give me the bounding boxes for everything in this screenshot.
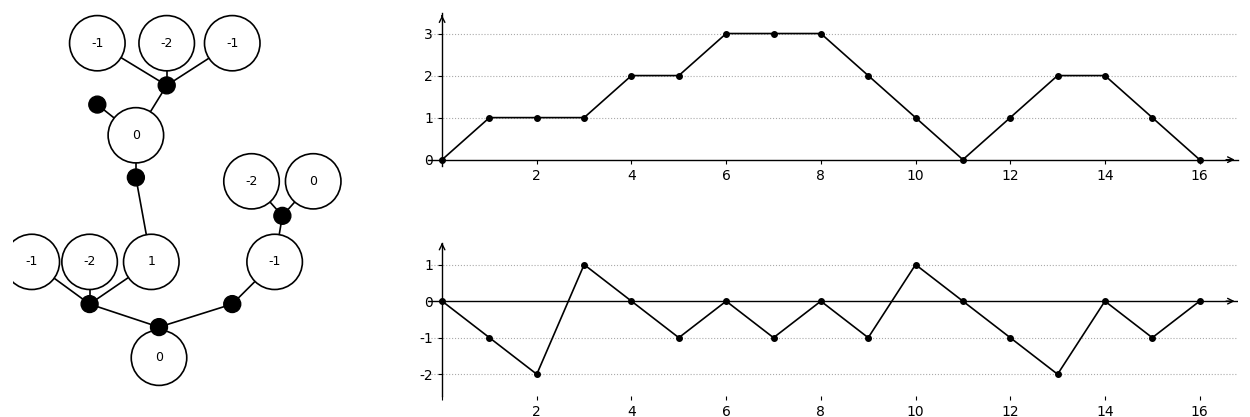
Circle shape bbox=[61, 234, 118, 289]
Text: 0: 0 bbox=[131, 129, 140, 142]
Circle shape bbox=[274, 207, 291, 224]
Text: -2: -2 bbox=[160, 37, 172, 50]
Circle shape bbox=[127, 169, 144, 186]
Text: 0: 0 bbox=[309, 175, 318, 188]
Text: -2: -2 bbox=[84, 255, 96, 269]
Text: -1: -1 bbox=[25, 255, 38, 269]
Circle shape bbox=[89, 96, 106, 113]
Circle shape bbox=[205, 15, 260, 71]
Circle shape bbox=[131, 330, 186, 385]
Circle shape bbox=[81, 296, 98, 312]
Circle shape bbox=[124, 234, 179, 289]
Text: 1: 1 bbox=[148, 255, 155, 269]
Circle shape bbox=[159, 77, 175, 94]
Circle shape bbox=[248, 234, 302, 289]
Text: 0: 0 bbox=[155, 351, 162, 364]
Text: -2: -2 bbox=[245, 175, 258, 188]
Circle shape bbox=[70, 15, 125, 71]
Circle shape bbox=[107, 108, 164, 163]
Text: -1: -1 bbox=[226, 37, 239, 50]
Circle shape bbox=[150, 319, 168, 336]
Circle shape bbox=[224, 154, 279, 209]
Circle shape bbox=[139, 15, 195, 71]
Circle shape bbox=[285, 154, 341, 209]
Text: -1: -1 bbox=[269, 255, 281, 269]
Text: -1: -1 bbox=[91, 37, 104, 50]
Circle shape bbox=[4, 234, 60, 289]
Circle shape bbox=[224, 296, 241, 312]
